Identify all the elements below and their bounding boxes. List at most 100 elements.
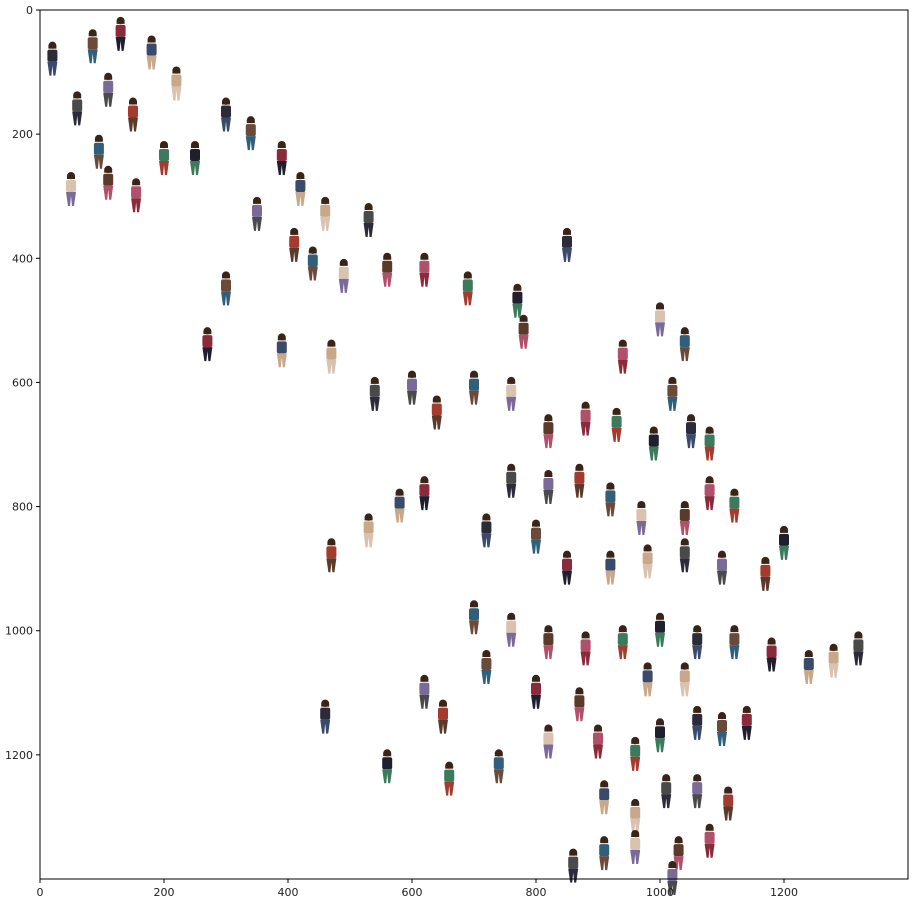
person-thumbnail (661, 774, 672, 809)
person-thumbnail (766, 637, 777, 672)
person-thumbnail (779, 525, 789, 560)
person-thumbnail (289, 227, 300, 262)
person-thumbnail (617, 339, 628, 374)
person-thumbnail (518, 314, 529, 349)
x-tick-label: 1000 (646, 886, 674, 899)
person-thumbnail (679, 327, 690, 362)
y-tick-label: 400 (12, 252, 33, 265)
person-thumbnail (679, 538, 690, 573)
person-thumbnail (655, 612, 665, 647)
person-thumbnail (276, 140, 287, 175)
person-thumbnail (252, 196, 262, 231)
plot-frame (39, 9, 909, 880)
person-thumbnail (444, 761, 455, 796)
x-tick-label: 0 (37, 886, 44, 899)
y-tick-label: 600 (12, 376, 33, 389)
person-thumbnail (543, 724, 554, 759)
person-thumbnail (506, 463, 517, 498)
person-thumbnail (190, 140, 200, 175)
x-tick-label: 600 (402, 886, 423, 899)
person-thumbnail (419, 674, 430, 709)
person-thumbnail (729, 625, 740, 660)
person-thumbnail (431, 395, 442, 430)
person-thumbnail (704, 476, 715, 511)
y-tick-label: 0 (26, 4, 33, 17)
person-thumbnail (115, 16, 126, 51)
y-tick-label: 200 (12, 128, 33, 141)
person-thumbnail (66, 172, 76, 207)
person-thumbnail (221, 271, 231, 306)
person-thumbnail (295, 172, 306, 207)
x-tick-label: 200 (154, 886, 175, 899)
person-thumbnail (531, 674, 541, 709)
person-thumbnail (655, 302, 665, 337)
person-thumbnail (580, 401, 591, 436)
person-thumbnail (221, 97, 231, 132)
x-axis: 0 200 400 600 800 1000 1200 (37, 879, 798, 899)
person-thumbnail (605, 550, 616, 585)
x-tick-label: 800 (526, 886, 547, 899)
person-thumbnail (171, 66, 182, 101)
person-thumbnail (723, 786, 734, 821)
person-thumbnail (692, 705, 703, 740)
person-thumbnail (543, 414, 554, 449)
person-thumbnail (741, 705, 752, 740)
person-thumbnail (679, 500, 690, 535)
y-tick-label: 800 (12, 501, 33, 514)
person-thumbnail (47, 41, 58, 76)
person-thumbnail (382, 749, 393, 784)
person-thumbnail (131, 178, 142, 213)
person-thumbnail (704, 823, 715, 858)
person-thumbnail (419, 476, 430, 511)
person-thumbnail (853, 631, 864, 666)
person-thumbnail (363, 203, 374, 238)
person-thumbnail (276, 333, 287, 368)
person-thumbnail (636, 500, 647, 535)
person-thumbnail (512, 283, 523, 318)
thumbnail-points (47, 16, 864, 895)
person-thumbnail (599, 780, 610, 815)
person-thumbnail (531, 519, 541, 554)
person-thumbnail (159, 140, 169, 175)
person-thumbnail (729, 488, 740, 523)
person-thumbnail (648, 426, 659, 461)
person-thumbnail (617, 625, 628, 660)
person-thumbnail (717, 550, 727, 585)
person-thumbnail (103, 165, 114, 200)
person-thumbnail (394, 488, 405, 523)
person-thumbnail (580, 631, 591, 666)
person-thumbnail (320, 196, 331, 231)
person-thumbnail (363, 513, 374, 548)
person-thumbnail (760, 556, 771, 591)
person-thumbnail (326, 339, 337, 374)
person-thumbnail (506, 612, 517, 647)
person-thumbnail (642, 662, 653, 697)
person-thumbnail (493, 749, 504, 784)
person-thumbnail (462, 271, 473, 306)
y-tick-label: 1000 (5, 625, 33, 638)
person-thumbnail (562, 550, 572, 585)
y-tick-label: 1200 (5, 749, 33, 762)
person-thumbnail (568, 848, 579, 883)
person-thumbnail (128, 97, 138, 132)
person-thumbnail (630, 798, 641, 833)
person-thumbnail (469, 370, 479, 405)
person-thumbnail (574, 687, 585, 722)
person-thumbnail (828, 643, 839, 678)
person-thumbnail (605, 482, 616, 517)
person-thumbnail (146, 35, 157, 70)
person-thumbnail (630, 736, 641, 771)
person-thumbnail (543, 625, 554, 660)
person-thumbnail (704, 426, 715, 461)
person-thumbnail (667, 376, 678, 411)
person-thumbnail (245, 116, 256, 151)
person-thumbnail (103, 72, 114, 107)
person-thumbnail (469, 600, 479, 635)
person-thumbnail (655, 718, 665, 753)
person-thumbnail (481, 649, 492, 684)
person-thumbnail (93, 134, 104, 169)
person-thumbnail (72, 91, 83, 126)
y-axis: 0 200 400 600 800 1000 1200 (5, 4, 40, 762)
person-thumbnail (686, 414, 696, 449)
